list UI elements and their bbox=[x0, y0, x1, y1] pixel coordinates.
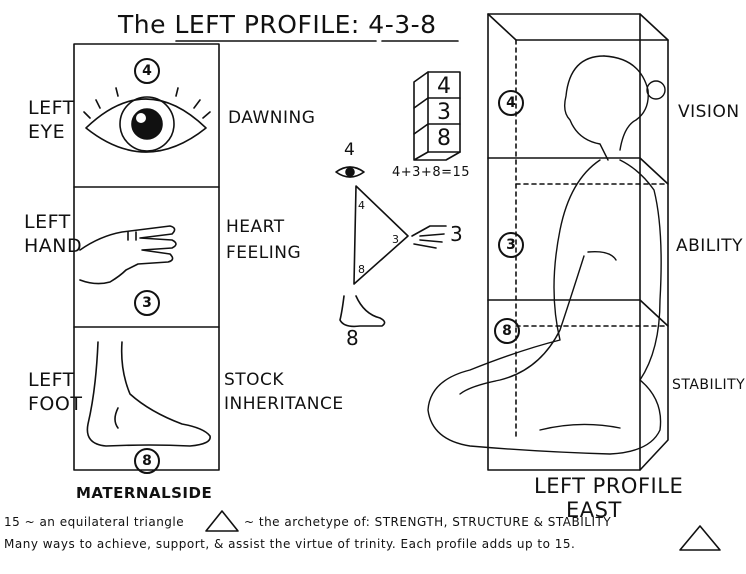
mini-eye-icon bbox=[335, 166, 365, 178]
triangle-inner-right: 3 bbox=[392, 233, 400, 246]
figure-level-word-vision: VISION bbox=[678, 102, 740, 122]
panel-label-hand: LEFT HAND bbox=[24, 211, 83, 257]
figure-level-word-stability: STABILITY bbox=[672, 377, 746, 393]
eye-drawing bbox=[83, 87, 211, 153]
figure-level-number-stability: 8 bbox=[494, 318, 520, 344]
figure-caption-line2: EAST bbox=[566, 498, 622, 522]
side-label: MATERNALSIDE bbox=[76, 484, 213, 502]
panel-label-eye: LEFT EYE bbox=[28, 97, 75, 143]
mini-hand-icon bbox=[411, 225, 447, 249]
panel-word-hand: HEART FEELING bbox=[226, 217, 302, 263]
triangle-top-number: 4 bbox=[344, 140, 356, 160]
mini-foot-icon bbox=[339, 295, 386, 328]
stack-number-bottom: 8 bbox=[437, 126, 451, 151]
footer-line2: Many ways to achieve, support, & assist … bbox=[4, 537, 576, 551]
figure-caption-line1: LEFT PROFILE bbox=[534, 474, 684, 498]
footer-line1-prefix: 15 ~ an equilateral triangle bbox=[4, 515, 185, 529]
triangle-inner-bottom: 8 bbox=[358, 263, 366, 276]
panel-number-hand: 3 bbox=[134, 290, 160, 316]
panel-number-eye: 4 bbox=[134, 58, 160, 84]
hand-drawing bbox=[79, 225, 177, 285]
panel-number-foot: 8 bbox=[134, 448, 160, 474]
stack-number-middle: 3 bbox=[437, 100, 451, 125]
panel-word-foot: STOCK INHERITANCE bbox=[224, 370, 344, 414]
foot-drawing bbox=[86, 341, 211, 447]
stack-drawing bbox=[413, 71, 461, 161]
figure-level-number-vision: 4 bbox=[498, 90, 524, 116]
footer-triangle-2 bbox=[679, 525, 721, 551]
triangle-right-number: 3 bbox=[450, 222, 464, 246]
panel-label-foot: LEFT FOOT bbox=[28, 369, 83, 415]
triangle-shape bbox=[353, 185, 409, 285]
triangle-equation: 4+3+8=15 bbox=[392, 165, 471, 180]
triangle-bottom-number: 8 bbox=[346, 326, 360, 350]
figure-level-number-ability: 3 bbox=[498, 232, 524, 258]
triangle-inner-top: 4 bbox=[358, 199, 366, 212]
footer-triangle-1 bbox=[205, 510, 239, 532]
figure-level-word-ability: ABILITY bbox=[676, 236, 744, 256]
stack-number-top: 4 bbox=[437, 74, 451, 99]
footer-line1-suffix: ~ the archetype of: STRENGTH, STRUCTURE … bbox=[244, 515, 612, 529]
page-title: The LEFT PROFILE: 4-3-8 bbox=[118, 10, 437, 39]
seated-figure-drawing bbox=[427, 55, 666, 455]
panel-word-eye: DAWNING bbox=[228, 108, 316, 128]
